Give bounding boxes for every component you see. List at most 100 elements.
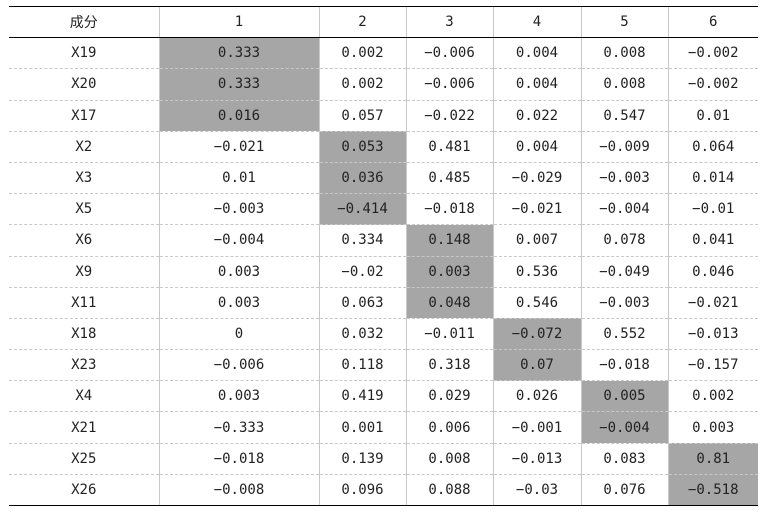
value-cell: 0.088 (405, 473, 493, 507)
value-cell: 0.014 (667, 161, 758, 194)
row-label: X5 (9, 193, 159, 225)
value-cell: −0.009 (580, 130, 668, 163)
highlighted-value-cell: 0.036 (318, 161, 406, 194)
value-cell: 0.552 (580, 317, 668, 350)
highlighted-value-cell: 0.333 (158, 68, 319, 101)
table-row: X18 0 0.032 −0.011 −0.072 0.552 −0.013 (9, 317, 758, 350)
table-body: X19 0.333 0.002 −0.006 0.004 0.008 −0.002 X20 0.… (9, 37, 758, 507)
header-row: 成分 1 2 3 4 5 6 (9, 5, 758, 39)
value-cell: 0.002 (318, 37, 406, 69)
row-label: X9 (9, 255, 159, 288)
value-cell: 0.118 (318, 349, 406, 381)
row-label: X21 (9, 411, 159, 444)
table-row: X6 −0.004 0.334 0.148 0.007 0.078 0.041 (9, 224, 758, 256)
highlighted-value-cell: −0.414 (318, 193, 406, 225)
table-row: X11 0.003 0.063 0.048 0.546 −0.003 −0.021 (9, 286, 758, 319)
value-cell: −0.006 (158, 349, 319, 381)
value-cell: −0.018 (580, 349, 668, 381)
value-cell: 0.01 (667, 99, 758, 132)
table-row: X25 −0.018 0.139 0.008 −0.013 0.083 0.81 (9, 442, 758, 475)
value-cell: 0 (158, 317, 319, 350)
header-component-1: 1 (158, 5, 319, 39)
value-cell: −0.002 (667, 37, 758, 69)
row-label: X25 (9, 442, 159, 475)
table-row: X26 −0.008 0.096 0.088 −0.03 0.076 −0.518 (9, 473, 758, 507)
value-cell: −0.03 (492, 473, 581, 507)
row-label: X11 (9, 286, 159, 319)
highlighted-value-cell: −0.072 (492, 317, 581, 350)
table-row: X20 0.333 0.002 −0.006 0.004 0.008 −0.002 (9, 68, 758, 101)
value-cell: 0.004 (492, 68, 581, 101)
component-matrix-table-wrapper: 成分 1 2 3 4 5 6 X19 0.333 0.002 −0.006 0.004 0.008 −0… (9, 5, 758, 507)
row-label: X4 (9, 380, 159, 412)
value-cell: 0.064 (667, 130, 758, 163)
row-label: X20 (9, 68, 159, 101)
value-cell: 0.481 (405, 130, 493, 163)
table-row: X2 −0.021 0.053 0.481 0.004 −0.009 0.064 (9, 130, 758, 163)
highlighted-value-cell: 0.333 (158, 37, 319, 69)
table-row: X23 −0.006 0.118 0.318 0.07 −0.018 −0.157 (9, 349, 758, 381)
component-matrix-table: 成分 1 2 3 4 5 6 X19 0.333 0.002 −0.006 0.004 0.008 −0… (9, 5, 758, 507)
row-label: X17 (9, 99, 159, 132)
value-cell: −0.049 (580, 255, 668, 288)
value-cell: 0.01 (158, 161, 319, 194)
value-cell: −0.021 (667, 286, 758, 319)
value-cell: 0.078 (580, 224, 668, 256)
header-component-label: 成分 (9, 5, 159, 39)
header-component-5: 5 (580, 5, 668, 39)
value-cell: 0.008 (405, 442, 493, 475)
value-cell: −0.006 (405, 68, 493, 101)
table-row: X5 −0.003 −0.414 −0.018 −0.021 −0.004 −0.01 (9, 193, 758, 225)
value-cell: 0.004 (492, 130, 581, 163)
header-component-3: 3 (405, 5, 493, 39)
row-label: X2 (9, 130, 159, 163)
value-cell: −0.008 (158, 473, 319, 507)
value-cell: −0.018 (158, 442, 319, 475)
value-cell: 0.041 (667, 224, 758, 256)
value-cell: −0.003 (580, 161, 668, 194)
value-cell: −0.002 (667, 68, 758, 101)
value-cell: 0.002 (667, 380, 758, 412)
table-row: X4 0.003 0.419 0.029 0.026 0.005 0.002 (9, 380, 758, 412)
value-cell: 0.096 (318, 473, 406, 507)
value-cell: 0.002 (318, 68, 406, 101)
highlighted-value-cell: −0.004 (580, 411, 668, 444)
value-cell: −0.029 (492, 161, 581, 194)
value-cell: 0.001 (318, 411, 406, 444)
value-cell: −0.003 (580, 286, 668, 319)
value-cell: −0.004 (580, 193, 668, 225)
value-cell: −0.333 (158, 411, 319, 444)
highlighted-value-cell: 0.003 (405, 255, 493, 288)
table-row: X19 0.333 0.002 −0.006 0.004 0.008 −0.002 (9, 37, 758, 69)
value-cell: −0.022 (405, 99, 493, 132)
value-cell: 0.004 (492, 37, 581, 69)
value-cell: −0.021 (492, 193, 581, 225)
value-cell: 0.076 (580, 473, 668, 507)
value-cell: 0.046 (667, 255, 758, 288)
value-cell: −0.013 (492, 442, 581, 475)
value-cell: 0.419 (318, 380, 406, 412)
table-header: 成分 1 2 3 4 5 6 (9, 5, 758, 39)
value-cell: 0.007 (492, 224, 581, 256)
highlighted-value-cell: 0.07 (492, 349, 581, 381)
highlighted-value-cell: 0.048 (405, 286, 493, 319)
row-label: X19 (71, 45, 97, 62)
value-cell: 0.547 (580, 99, 668, 132)
row-label: X23 (9, 349, 159, 381)
table-row: X21 −0.333 0.001 0.006 −0.001 −0.004 0.003 (9, 411, 758, 444)
value-cell: 0.029 (405, 380, 493, 412)
value-cell: 0.006 (405, 411, 493, 444)
value-cell: 0.057 (318, 99, 406, 132)
value-cell: 0.022 (492, 99, 581, 132)
value-cell: 0.032 (318, 317, 406, 350)
value-cell: −0.021 (158, 130, 319, 163)
value-cell: −0.006 (405, 37, 493, 69)
highlighted-value-cell: 0.148 (405, 224, 493, 256)
value-cell: 0.318 (405, 349, 493, 381)
value-cell: −0.003 (158, 193, 319, 225)
value-cell: 0.026 (492, 380, 581, 412)
row-label: X18 (9, 317, 159, 350)
table-row: X9 0.003 −0.02 0.003 0.536 −0.049 0.046 (9, 255, 758, 288)
value-cell: 0.063 (318, 286, 406, 319)
value-cell: 0.334 (318, 224, 406, 256)
